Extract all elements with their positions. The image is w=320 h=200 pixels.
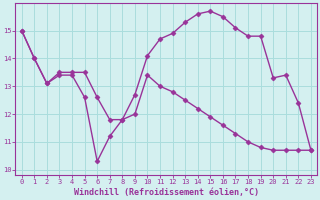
X-axis label: Windchill (Refroidissement éolien,°C): Windchill (Refroidissement éolien,°C)	[74, 188, 259, 197]
